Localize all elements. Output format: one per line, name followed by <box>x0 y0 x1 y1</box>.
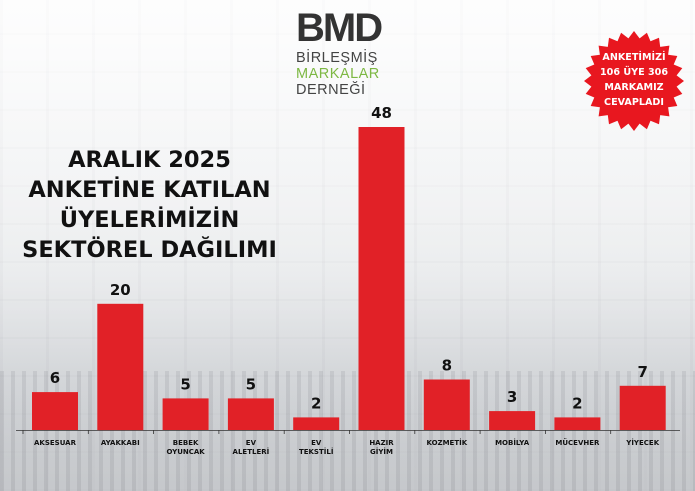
chart-title: ARALIK 2025 ANKETİNE KATILAN ÜYELERİMİZİ… <box>12 145 287 265</box>
logo-line-3: DERNEĞİ <box>296 82 366 98</box>
badge-line-2: 106 ÜYE 306 <box>599 67 669 78</box>
tick-label-ayakkabi: AYAKKABI <box>100 439 140 447</box>
data-label-mucevher: 2 <box>572 394 582 412</box>
title-line-2: ANKETİNE KATILAN <box>28 177 271 203</box>
tick-label-bebek-oyuncak: BEBEK OYUNCAK <box>166 439 205 456</box>
bar-mobilya <box>489 411 536 430</box>
bar-ev-tekstili <box>293 417 340 430</box>
tick-label-mucevher: MÜCEVHER <box>555 439 600 447</box>
title-line-3: ÜYELERİMİZİN <box>59 207 240 233</box>
tick-label-hazir-giyim: HAZIR GİYİM <box>369 439 394 456</box>
data-label-hazir-giyim: 48 <box>371 104 392 122</box>
badge-text: ANKETİMİZİ 106 ÜYE 306 MARKAMIZ CEVAPLAD… <box>583 50 685 110</box>
data-label-kozmetik: 8 <box>442 357 452 375</box>
badge-burst <box>584 31 684 131</box>
bar-aksesuar <box>32 392 78 430</box>
data-label-bebek-oyuncak: 5 <box>180 375 190 393</box>
logo-mark: BMD <box>296 6 383 50</box>
bar-bebek-oyuncak <box>162 398 209 430</box>
starburst-shape <box>584 31 684 131</box>
tick-label-aksesuar: AKSESUAR <box>34 439 76 447</box>
title-line-4: SEKTÖREL DAĞILIMI <box>22 237 277 263</box>
data-label-mobilya: 3 <box>507 388 517 406</box>
logo-line-1: BİRLEŞMİŞ <box>296 50 378 66</box>
data-label-aksesuar: 6 <box>50 369 60 387</box>
bar-mucevher <box>554 417 601 430</box>
tick-label-ev-tekstili: EV TEKSTİLİ <box>298 439 334 456</box>
tick-label-kozmetik: KOZMETİK <box>426 439 468 447</box>
bar-ayakkabi <box>97 303 144 431</box>
logo-line-2: MARKALAR <box>296 66 380 82</box>
bmd-logo: BMD BİRLEŞMİŞ MARKALAR DERNEĞİ <box>296 6 416 102</box>
bar-hazir-giyim <box>358 127 405 430</box>
data-label-yiyecek: 7 <box>637 363 647 381</box>
bar-yiyecek <box>619 385 666 430</box>
bar-kozmetik <box>423 379 470 430</box>
data-label-ev-tekstili: 2 <box>311 394 321 412</box>
bar-ev-aletleri <box>227 398 274 430</box>
tick-label-mobilya: MOBİLYA <box>495 439 530 447</box>
data-label-ev-aletleri: 5 <box>246 375 256 393</box>
badge-line-4: CEVAPLADI <box>604 97 664 108</box>
tick-label-yiyecek: YİYECEK <box>626 439 660 447</box>
data-label-ayakkabi: 20 <box>110 281 131 299</box>
badge-line-1: ANKETİMİZİ <box>602 52 666 63</box>
badge-line-3: MARKAMIZ <box>604 82 664 93</box>
tick-label-ev-aletleri: EV ALETLERİ <box>232 439 270 456</box>
survey-badge: ANKETİMİZİ 106 ÜYE 306 MARKAMIZ CEVAPLAD… <box>583 30 685 132</box>
title-line-1: ARALIK 2025 <box>68 147 231 173</box>
